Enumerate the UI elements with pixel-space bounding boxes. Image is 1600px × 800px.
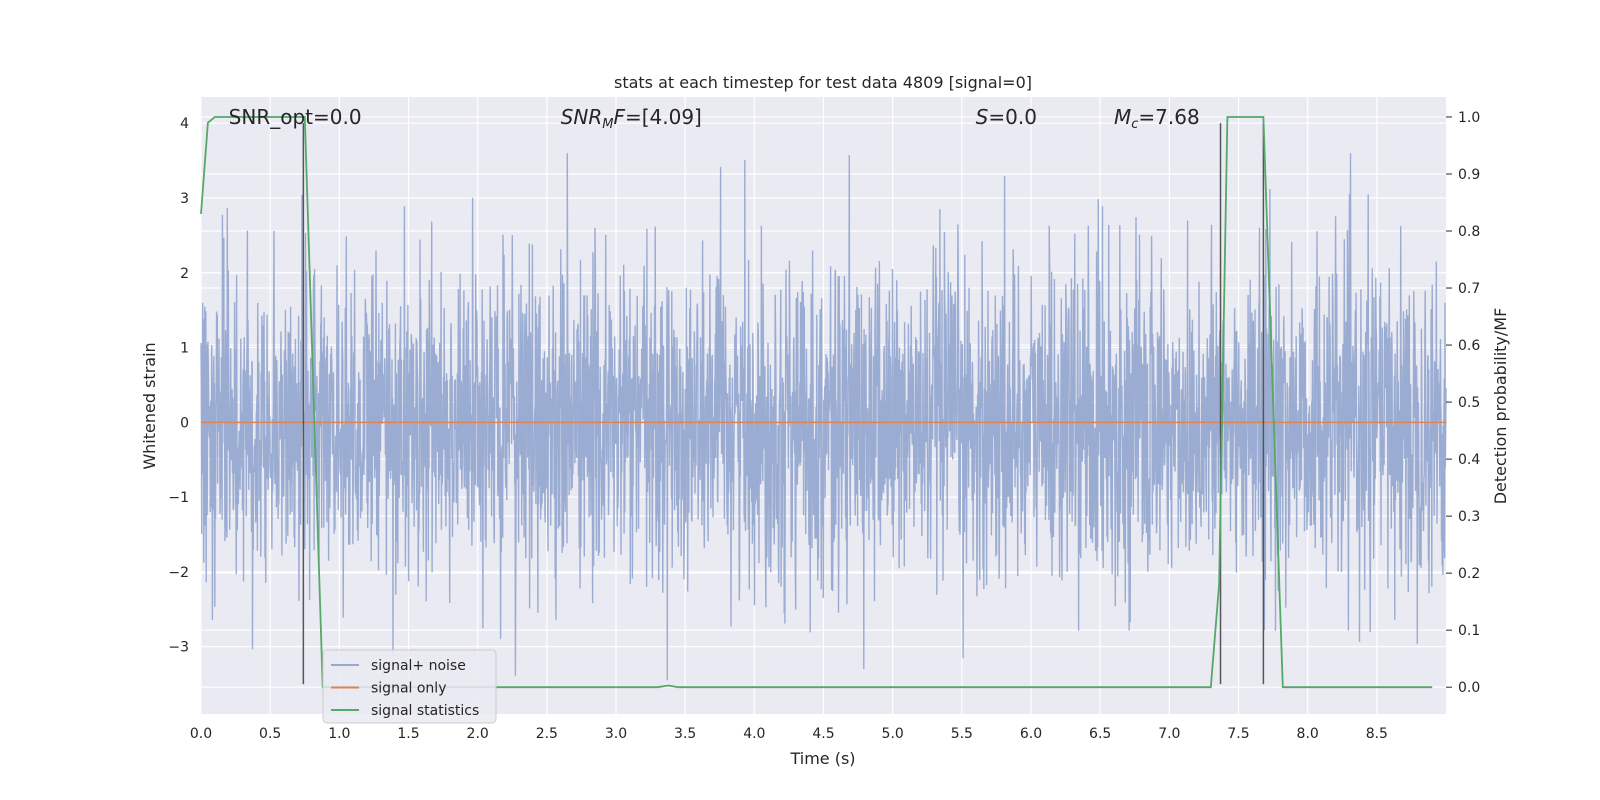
annotation-text: SNRMF=[4.09] xyxy=(561,105,702,132)
x-axis-ticks: 0.0 0.5 1.0 1.5 2.0 2.5 3.0 3.5 4.0 4.5 5.0 5.5 6.0 6… xyxy=(190,726,1388,742)
x-tick-label: 1.5 xyxy=(397,726,419,742)
y-tick-label: 0 xyxy=(180,415,189,431)
x-axis-label: Time (s) xyxy=(789,749,855,768)
annotations: SNR_opt=0.0 SNRMF=[4.09] S=0.0 Mc=7.68 xyxy=(229,105,1200,132)
y-axis-label: Whitened strain xyxy=(140,342,159,469)
x-tick-label: 3.0 xyxy=(605,726,627,742)
y-tick-label: 1 xyxy=(180,341,189,357)
y-tick-label: 4 xyxy=(180,116,189,132)
x-tick-label: 3.5 xyxy=(674,726,696,742)
y2-tick-label: 1.0 xyxy=(1458,110,1480,126)
legend-box xyxy=(322,649,497,724)
y2-tick-label: 0.4 xyxy=(1458,452,1480,468)
y2-tick-label: 0.9 xyxy=(1458,167,1480,183)
signal-noise-line xyxy=(200,153,1447,681)
y2-tick-label: 0.2 xyxy=(1458,566,1480,582)
y2-axis-ticks: 0.0 0.1 0.2 0.3 0.4 0.5 0.6 0.7 0.8 0.9 1.0 xyxy=(1446,110,1480,696)
x-tick-label: 0.5 xyxy=(259,726,281,742)
signal-statistics-line xyxy=(200,116,1433,689)
x-tick-label: 4.0 xyxy=(743,726,765,742)
legend: signal+ noise signal only signal statistic… xyxy=(322,649,497,724)
y-tick-label: 2 xyxy=(180,266,189,282)
legend-label: signal+ noise xyxy=(371,658,466,674)
legend-label: signal statistics xyxy=(371,703,479,719)
y2-axis-label: Detection probability/MF xyxy=(1491,308,1510,505)
series-signal-noise xyxy=(200,153,1447,681)
y2-tick-label: 0.5 xyxy=(1458,395,1480,411)
x-tick-label: 1.0 xyxy=(328,726,350,742)
x-tick-label: 4.5 xyxy=(812,726,834,742)
y-tick-label: −1 xyxy=(168,490,189,506)
x-tick-label: 2.5 xyxy=(536,726,558,742)
annotation-text: S=0.0 xyxy=(976,105,1037,129)
y2-tick-label: 0.0 xyxy=(1458,680,1480,696)
y-axis-ticks: −3 −2 −1 0 1 2 3 4 xyxy=(168,116,189,656)
y2-tick-label: 0.3 xyxy=(1458,509,1480,525)
x-tick-label: 5.0 xyxy=(882,726,904,742)
annotation-text: SNR_opt=0.0 xyxy=(229,105,362,129)
y2-tick-label: 0.6 xyxy=(1458,338,1480,354)
x-tick-label: 8.5 xyxy=(1366,726,1388,742)
x-tick-label: 0.0 xyxy=(190,726,212,742)
x-tick-label: 6.5 xyxy=(1089,726,1111,742)
x-tick-label: 6.0 xyxy=(1020,726,1042,742)
x-tick-label: 8.0 xyxy=(1297,726,1319,742)
annotation-text: Mc=7.68 xyxy=(1114,105,1200,132)
x-tick-label: 5.5 xyxy=(951,726,973,742)
y-tick-label: 3 xyxy=(180,191,189,207)
chart-title: stats at each timestep for test data 480… xyxy=(614,73,1032,92)
detection-vlines xyxy=(302,123,1265,685)
y2-tick-label: 0.1 xyxy=(1458,623,1480,639)
y-tick-label: −3 xyxy=(168,640,189,656)
x-tick-label: 7.5 xyxy=(1227,726,1249,742)
x-tick-label: 2.0 xyxy=(467,726,489,742)
y2-tick-label: 0.8 xyxy=(1458,224,1480,240)
y-tick-label: −2 xyxy=(168,565,189,581)
x-tick-label: 7.0 xyxy=(1158,726,1180,742)
legend-label: signal only xyxy=(371,681,446,697)
series-signal-statistics xyxy=(200,116,1433,689)
y2-tick-label: 0.7 xyxy=(1458,281,1480,297)
